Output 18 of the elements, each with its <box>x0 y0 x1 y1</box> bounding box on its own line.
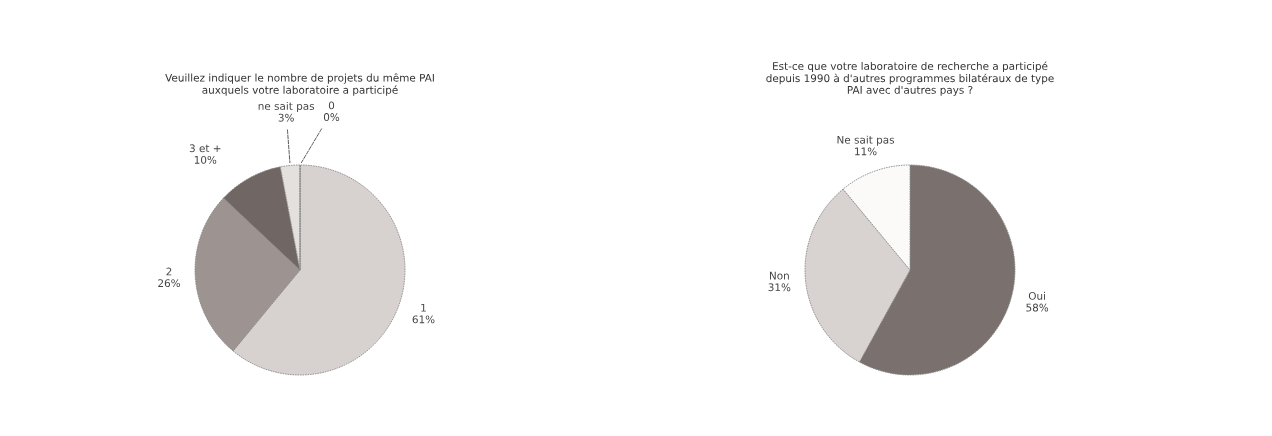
chart-title: Veuillez indiquer le nombre de projets du même PAI auxquels votre laboratoire a participé <box>165 73 434 96</box>
data-label: 61% <box>412 315 435 324</box>
slice-label: Ne sait pas <box>837 135 895 146</box>
data-label: 31% <box>768 283 791 292</box>
data-label: 11% <box>855 147 877 156</box>
category-label: 0 <box>328 101 335 110</box>
data-label: 26% <box>158 279 181 288</box>
data-label: 58% <box>1026 303 1049 312</box>
slice-label: Non <box>769 271 789 280</box>
slice-label: 1 <box>421 303 426 312</box>
chart-title: Est-ce que votre laboratoire de recherche a participé depuis 1990 à d'autres programmes bilatéraux de type PAI avec d'autres pays ? <box>766 61 1054 96</box>
slice-label: Oui <box>1028 291 1045 300</box>
data-label: 3% <box>278 113 294 122</box>
slice-label: 2 <box>166 267 172 276</box>
slice-label: ne sait pas <box>258 101 315 112</box>
data-label: 10% <box>194 155 217 164</box>
slice-label: 3 et + <box>189 144 221 153</box>
text: 0% <box>323 113 340 121</box>
